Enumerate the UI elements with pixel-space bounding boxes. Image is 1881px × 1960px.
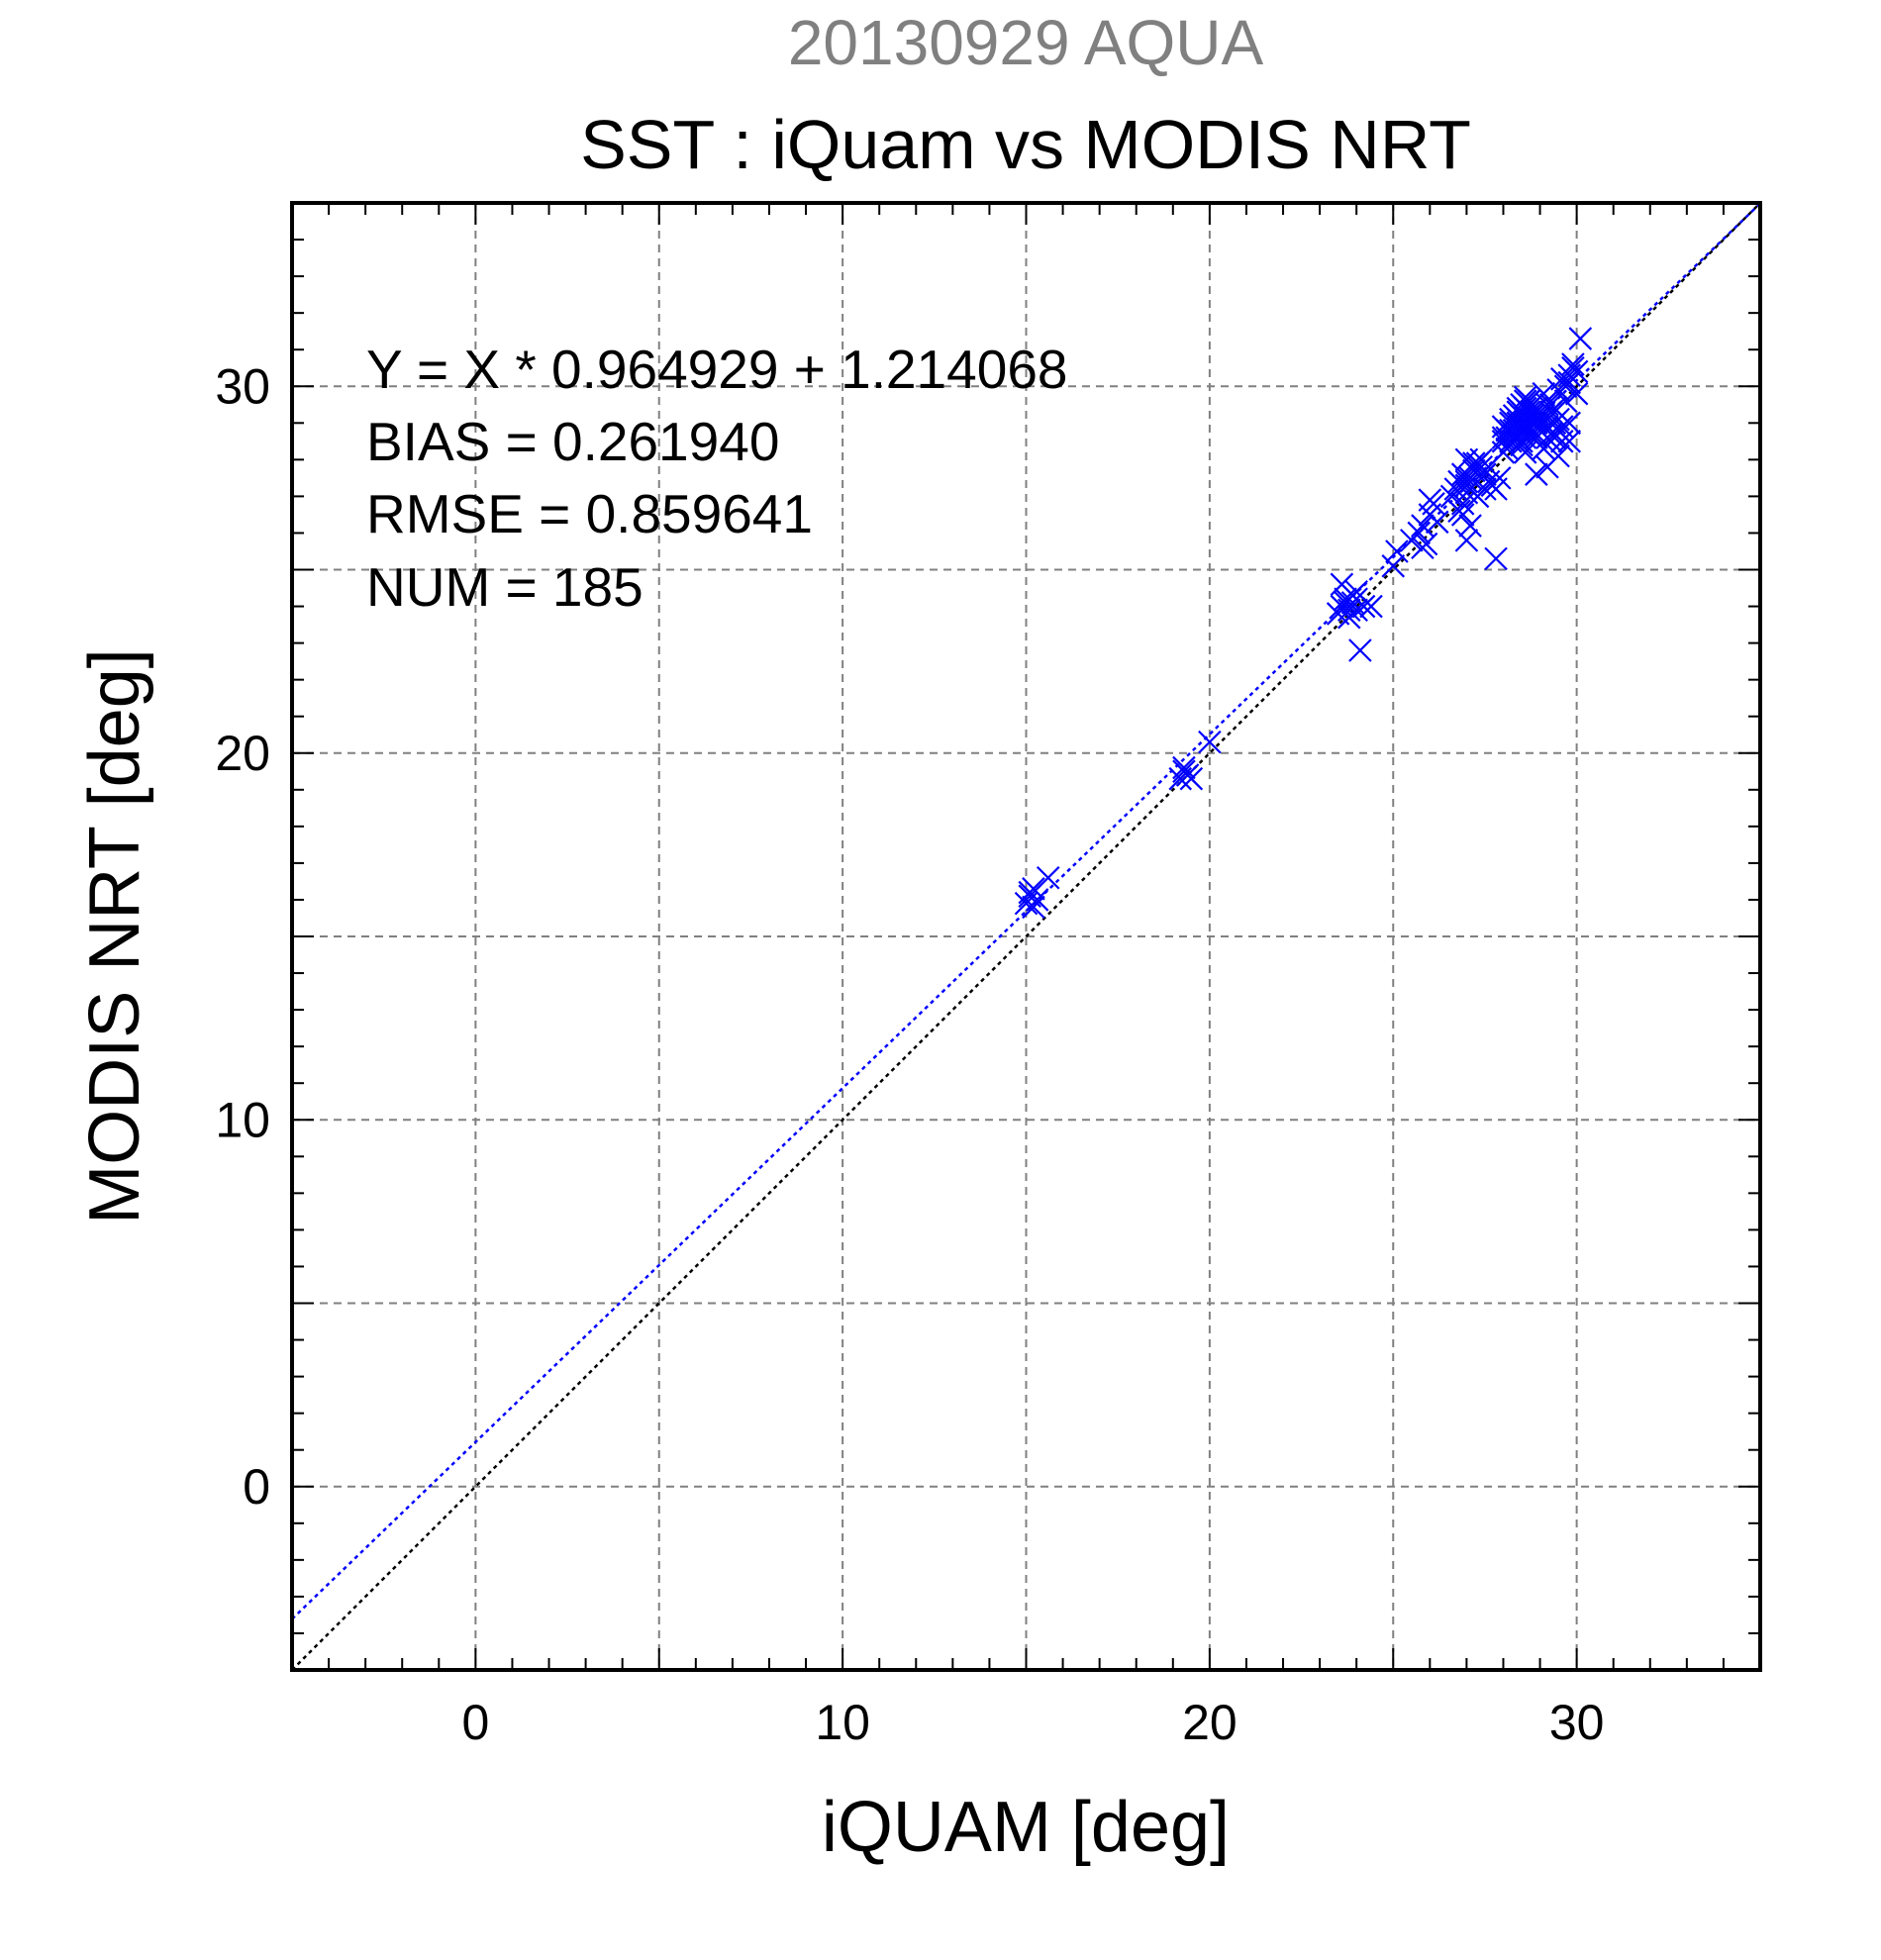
x-tick-label: 10 xyxy=(815,1695,870,1750)
data-point xyxy=(1334,591,1357,615)
chart-title: SST : iQuam vs MODIS NRT xyxy=(580,106,1471,183)
data-point xyxy=(1359,594,1383,619)
data-point xyxy=(1450,503,1475,527)
x-tick-label: 0 xyxy=(461,1695,489,1750)
data-points xyxy=(1014,327,1593,920)
chart-suptitle: 20130929 AQUA xyxy=(788,7,1264,78)
data-point xyxy=(1525,462,1548,486)
regression-equation: Y = X * 0.964929 + 1.214068 xyxy=(366,339,1068,400)
y-tick-label: 20 xyxy=(215,726,270,781)
data-point xyxy=(1336,598,1361,623)
data-point xyxy=(1407,521,1431,545)
data-point xyxy=(1454,469,1479,494)
data-point xyxy=(1385,539,1409,563)
data-point xyxy=(1348,638,1372,662)
y-tick-label: 30 xyxy=(215,358,270,414)
data-point xyxy=(1411,536,1435,560)
data-point xyxy=(1381,554,1406,578)
data-point xyxy=(1473,458,1497,483)
x-tick-label: 20 xyxy=(1182,1695,1238,1750)
data-point xyxy=(1510,392,1534,417)
data-point xyxy=(1502,426,1527,449)
y-tick-label: 0 xyxy=(243,1459,270,1515)
y-tick-labels: 0 10 20 30 xyxy=(215,358,270,1515)
data-point xyxy=(1022,895,1045,920)
data-point xyxy=(1557,370,1581,395)
x-tick-label: 30 xyxy=(1549,1695,1605,1750)
data-point xyxy=(1411,514,1435,538)
data-point xyxy=(1418,488,1442,512)
data-point xyxy=(1553,389,1578,413)
data-point xyxy=(1458,514,1482,538)
data-point xyxy=(1546,443,1570,468)
data-point xyxy=(1542,422,1567,446)
count-value: NUM = 185 xyxy=(366,556,644,618)
y-axis-label: MODIS NRT [deg] xyxy=(75,648,154,1225)
data-point xyxy=(1450,492,1475,516)
data-point xyxy=(1550,367,1574,391)
data-point xyxy=(1036,865,1060,890)
data-point xyxy=(1179,766,1204,791)
grid-lines xyxy=(292,203,1760,1670)
data-point xyxy=(1491,441,1516,464)
data-point xyxy=(1484,477,1508,501)
stats-block: Y = X * 0.964929 + 1.214068 BIAS = 0.261… xyxy=(366,339,1068,618)
data-point xyxy=(1462,451,1486,475)
data-point xyxy=(1198,730,1222,754)
data-point xyxy=(1557,430,1581,453)
data-point xyxy=(1018,880,1041,905)
data-point xyxy=(1561,352,1585,376)
y-tick-label: 10 xyxy=(215,1092,270,1147)
bias-value: BIAS = 0.261940 xyxy=(366,411,779,472)
data-point xyxy=(1465,484,1490,509)
data-point xyxy=(1532,381,1556,406)
data-point xyxy=(1344,598,1368,623)
rmse-value: RMSE = 0.859641 xyxy=(366,483,813,544)
data-point xyxy=(1172,755,1196,780)
plot-frame xyxy=(290,201,1762,1672)
data-point xyxy=(1513,441,1537,464)
data-point xyxy=(1517,407,1541,432)
data-point xyxy=(1425,510,1449,535)
x-axis-label: iQUAM [deg] xyxy=(822,1788,1230,1867)
data-point xyxy=(1454,529,1479,552)
data-point xyxy=(1568,327,1593,350)
x-tick-labels: 0 10 20 30 xyxy=(461,1695,1604,1750)
data-point xyxy=(1454,447,1479,472)
data-point xyxy=(1484,546,1508,571)
